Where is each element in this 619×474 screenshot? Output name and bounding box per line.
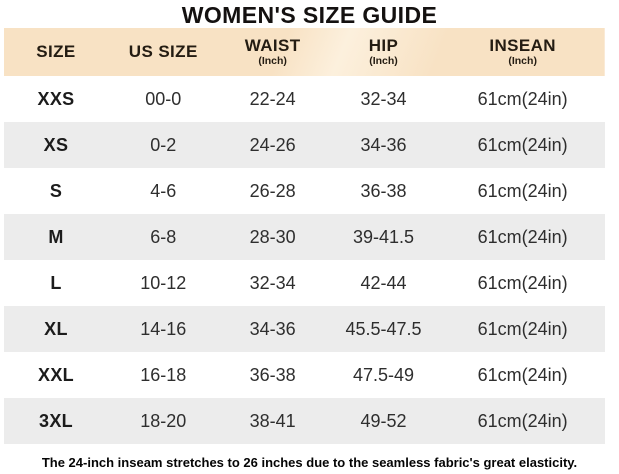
size-cell: M: [48, 226, 64, 247]
value-cell: 34-36: [360, 134, 407, 155]
value-cell: 26-28: [249, 180, 296, 201]
value-cell: 36-38: [249, 364, 296, 385]
value-cell: 28-30: [249, 226, 296, 247]
column-unit-label: (Inch): [258, 54, 287, 67]
column-header-size: SIZE: [4, 28, 108, 76]
value-cell: 14-16: [140, 318, 187, 339]
column-header-waist: WAIST (Inch): [219, 28, 327, 76]
value-cell: 61cm(24in): [477, 410, 568, 431]
footer-note: The 24-inch inseam stretches to 26 inche…: [41, 455, 578, 470]
value-cell: 32-34: [249, 272, 296, 293]
column-header-inseam: INSEAN (Inch): [440, 28, 605, 76]
column-unit-label: (Inch): [369, 54, 398, 67]
value-cell: 61cm(24in): [477, 226, 568, 247]
value-cell: 16-18: [140, 364, 187, 385]
column-label: HIP: [368, 36, 399, 56]
column-label: SIZE: [36, 42, 76, 62]
value-cell: 38-41: [249, 410, 296, 431]
table-row: M 6-8 28-30 39-41.5 61cm(24in): [4, 214, 605, 260]
value-cell: 42-44: [360, 272, 407, 293]
value-cell: 00-0: [145, 88, 182, 109]
value-cell: 32-34: [360, 88, 407, 109]
table-row: XXL 16-18 36-38 47.5-49 61cm(24in): [4, 352, 605, 398]
column-label: WAIST: [244, 36, 301, 56]
value-cell: 61cm(24in): [477, 88, 568, 109]
value-cell: 4-6: [150, 180, 177, 201]
table-header-row: SIZE US SIZE WAIST (Inch) HIP (Inch) INS…: [4, 28, 605, 76]
column-header-us-size: US SIZE: [108, 28, 219, 76]
size-cell: XL: [44, 318, 68, 339]
value-cell: 47.5-49: [352, 364, 415, 385]
size-cell: L: [50, 272, 62, 293]
value-cell: 36-38: [360, 180, 407, 201]
value-cell: 61cm(24in): [477, 134, 568, 155]
value-cell: 18-20: [140, 410, 187, 431]
value-cell: 0-2: [150, 134, 177, 155]
column-header-hip: HIP (Inch): [327, 28, 441, 76]
table-row: 3XL 18-20 38-41 49-52 61cm(24in): [4, 398, 605, 444]
column-unit-label: (Inch): [508, 54, 537, 67]
value-cell: 24-26: [249, 134, 296, 155]
value-cell: 61cm(24in): [477, 180, 568, 201]
size-cell: S: [49, 180, 63, 201]
table-body: XXS 00-0 22-24 32-34 61cm(24in) XS 0-2 24-26 34-…: [4, 76, 605, 444]
page-title: WOMEN'S SIZE GUIDE: [181, 2, 438, 28]
value-cell: 61cm(24in): [477, 318, 568, 339]
size-cell: XS: [43, 134, 69, 155]
size-cell: XXS: [37, 88, 75, 109]
column-label: US SIZE: [128, 42, 198, 62]
table-row: XXS 00-0 22-24 32-34 61cm(24in): [4, 76, 605, 122]
size-cell: 3XL: [39, 410, 73, 431]
table-row: XL 14-16 34-36 45.5-47.5 61cm(24in): [4, 306, 605, 352]
size-cell: XXL: [38, 364, 74, 385]
column-label: INSEAN: [489, 36, 556, 56]
value-cell: 61cm(24in): [477, 364, 568, 385]
table-header: SIZE US SIZE WAIST (Inch) HIP (Inch) INS…: [4, 28, 605, 76]
value-cell: 61cm(24in): [477, 272, 568, 293]
value-cell: 10-12: [140, 272, 187, 293]
value-cell: 6-8: [150, 226, 177, 247]
size-guide-table: SIZE US SIZE WAIST (Inch) HIP (Inch) INS…: [4, 28, 605, 444]
table-row: S 4-6 26-28 36-38 61cm(24in): [4, 168, 605, 214]
table-row: L 10-12 32-34 42-44 61cm(24in): [4, 260, 605, 306]
value-cell: 39-41.5: [352, 226, 415, 247]
value-cell: 34-36: [249, 318, 296, 339]
value-cell: 45.5-47.5: [345, 318, 422, 339]
value-cell: 22-24: [249, 88, 296, 109]
table-row: XS 0-2 24-26 34-36 61cm(24in): [4, 122, 605, 168]
value-cell: 49-52: [360, 410, 407, 431]
